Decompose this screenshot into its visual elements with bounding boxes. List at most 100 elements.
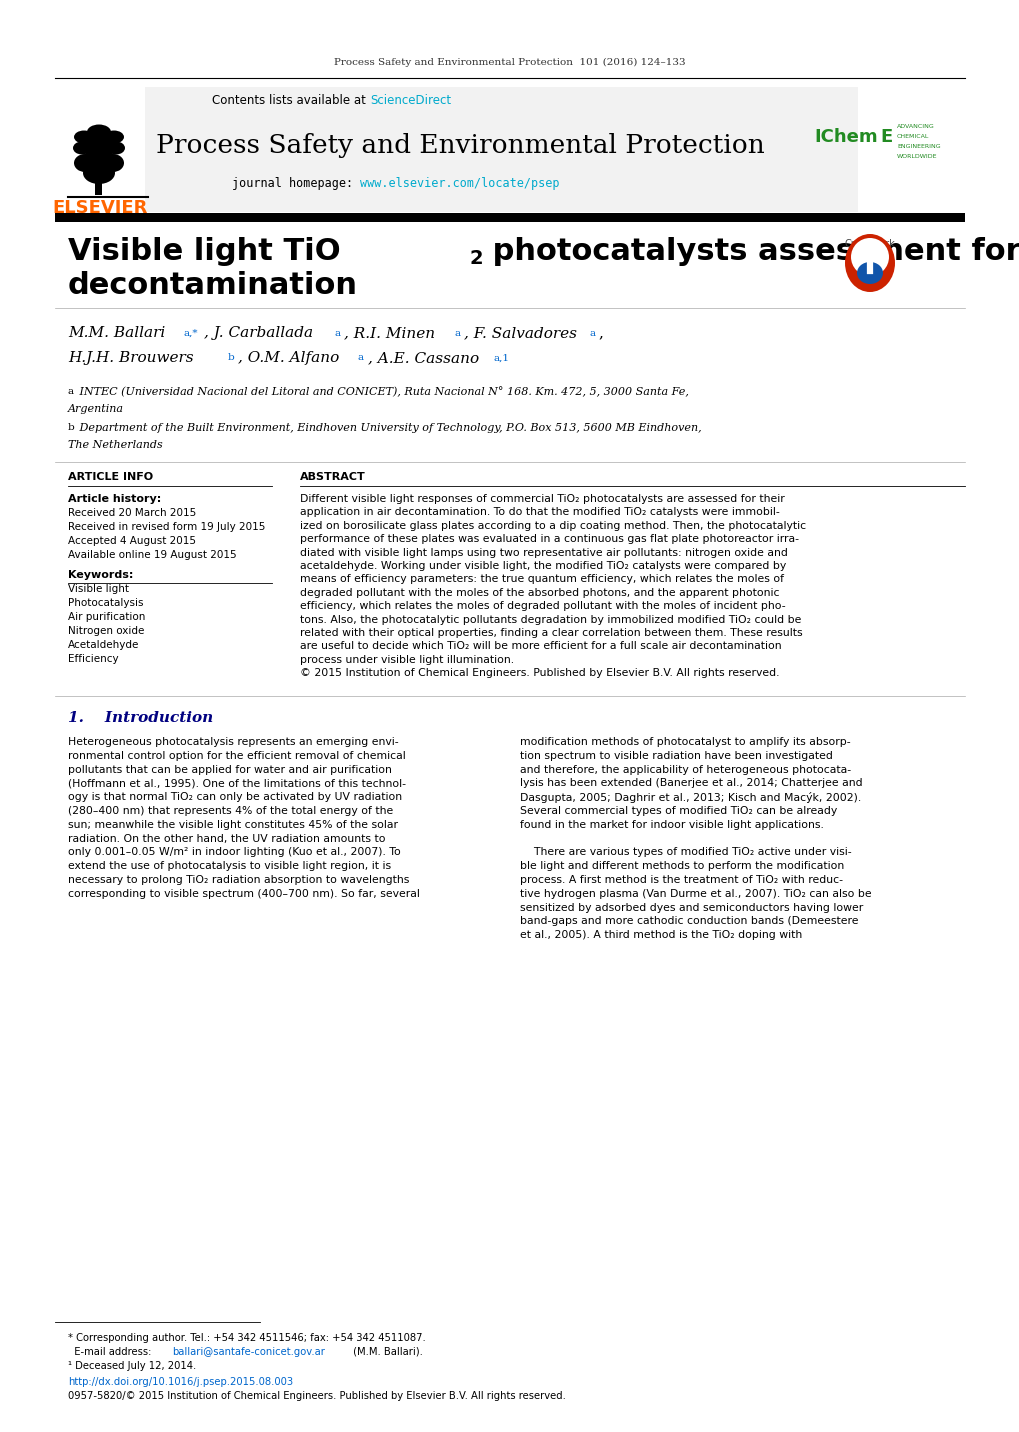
- Text: extend the use of photocatalysis to visible light region, it is: extend the use of photocatalysis to visi…: [68, 861, 390, 871]
- Text: Acetaldehyde: Acetaldehyde: [68, 640, 140, 650]
- Text: sun; meanwhile the visible light constitutes 45% of the solar: sun; meanwhile the visible light constit…: [68, 819, 397, 829]
- Text: Dasgupta, 2005; Daghrir et al., 2013; Kisch and Macýk, 2002).: Dasgupta, 2005; Daghrir et al., 2013; Ki…: [520, 792, 860, 803]
- Text: Visible light TiO: Visible light TiO: [68, 238, 340, 266]
- Text: decontamination: decontamination: [68, 272, 358, 301]
- Text: Received in revised form 19 July 2015: Received in revised form 19 July 2015: [68, 523, 265, 533]
- Text: Photocatalysis: Photocatalysis: [68, 599, 144, 609]
- Text: necessary to prolong TiO₂ radiation absorption to wavelengths: necessary to prolong TiO₂ radiation abso…: [68, 875, 409, 885]
- Text: www.elsevier.com/locate/psep: www.elsevier.com/locate/psep: [360, 176, 559, 189]
- Text: E: E: [879, 127, 892, 146]
- Text: photocatalysts assessment for air: photocatalysts assessment for air: [482, 238, 1019, 266]
- Text: Process Safety and Environmental Protection  101 (2016) 124–133: Process Safety and Environmental Protect…: [334, 57, 685, 66]
- Text: lysis has been extended (Banerjee et al., 2014; Chatterjee and: lysis has been extended (Banerjee et al.…: [520, 779, 862, 789]
- Text: ADVANCING: ADVANCING: [896, 123, 933, 129]
- Text: M.M. Ballari: M.M. Ballari: [68, 326, 165, 339]
- Text: found in the market for indoor visible light applications.: found in the market for indoor visible l…: [520, 819, 823, 829]
- Text: http://dx.doi.org/10.1016/j.psep.2015.08.003: http://dx.doi.org/10.1016/j.psep.2015.08…: [68, 1378, 292, 1388]
- Text: journal homepage:: journal homepage:: [231, 176, 360, 189]
- Text: b: b: [68, 424, 74, 432]
- Text: Air purification: Air purification: [68, 611, 146, 621]
- Bar: [55, 213, 964, 222]
- Text: sensitized by adsorbed dyes and semiconductors having lower: sensitized by adsorbed dyes and semicond…: [520, 902, 862, 912]
- Text: Keywords:: Keywords:: [68, 570, 133, 580]
- Text: Several commercial types of modified TiO₂ can be already: Several commercial types of modified TiO…: [520, 806, 837, 816]
- Text: Efficiency: Efficiency: [68, 654, 118, 664]
- Text: a: a: [589, 328, 595, 338]
- Text: WORLDWIDE: WORLDWIDE: [896, 153, 936, 159]
- Text: a: a: [454, 328, 461, 338]
- Ellipse shape: [850, 238, 889, 276]
- Text: tons. Also, the photocatalytic pollutants degradation by immobilized modified Ti: tons. Also, the photocatalytic pollutant…: [300, 614, 801, 624]
- Text: Heterogeneous photocatalysis represents an emerging envi-: Heterogeneous photocatalysis represents …: [68, 737, 398, 748]
- Text: ScienceDirect: ScienceDirect: [370, 93, 450, 106]
- Ellipse shape: [86, 135, 112, 150]
- Text: Contents lists available at: Contents lists available at: [212, 93, 370, 106]
- Text: process. A first method is the treatment of TiO₂ with reduc-: process. A first method is the treatment…: [520, 875, 842, 885]
- Ellipse shape: [107, 142, 125, 155]
- Text: a,*: a,*: [183, 328, 199, 338]
- Ellipse shape: [102, 155, 124, 172]
- Text: degraded pollutant with the moles of the absorbed photons, and the apparent phot: degraded pollutant with the moles of the…: [300, 587, 779, 597]
- Text: modification methods of photocatalyst to amplify its absorp-: modification methods of photocatalyst to…: [520, 737, 850, 748]
- Text: Visible light: Visible light: [68, 584, 128, 594]
- Bar: [95, 160, 102, 195]
- Ellipse shape: [74, 130, 94, 143]
- Text: Process Safety and Environmental Protection: Process Safety and Environmental Protect…: [156, 133, 763, 158]
- Text: Available online 19 August 2015: Available online 19 August 2015: [68, 550, 236, 560]
- Text: only 0.001–0.05 W/m² in indoor lighting (Kuo et al., 2007). To: only 0.001–0.05 W/m² in indoor lighting …: [68, 848, 400, 858]
- Text: ballari@santafe-conicet.gov.ar: ballari@santafe-conicet.gov.ar: [172, 1348, 325, 1358]
- Text: corresponding to visible spectrum (400–700 nm). So far, several: corresponding to visible spectrum (400–7…: [68, 889, 420, 899]
- Text: , A.E. Cassano: , A.E. Cassano: [368, 351, 479, 365]
- Text: a: a: [358, 354, 364, 362]
- Text: (280–400 nm) that represents 4% of the total energy of the: (280–400 nm) that represents 4% of the t…: [68, 806, 393, 816]
- Text: ARTICLE INFO: ARTICLE INFO: [68, 473, 153, 483]
- Text: a: a: [68, 388, 74, 397]
- Text: CHEMICAL: CHEMICAL: [896, 133, 928, 139]
- Text: ELSEVIER: ELSEVIER: [52, 199, 148, 218]
- Text: ogy is that normal TiO₂ can only be activated by UV radiation: ogy is that normal TiO₂ can only be acti…: [68, 792, 401, 802]
- Text: means of efficiency parameters: the true quantum efficiency, which relates the m: means of efficiency parameters: the true…: [300, 574, 784, 584]
- Text: * Corresponding author. Tel.: +54 342 4511546; fax: +54 342 4511087.: * Corresponding author. Tel.: +54 342 45…: [68, 1333, 425, 1343]
- Ellipse shape: [73, 142, 91, 155]
- Bar: [68, 87, 857, 212]
- Text: et al., 2005). A third method is the TiO₂ doping with: et al., 2005). A third method is the TiO…: [520, 931, 802, 941]
- Text: a,1: a,1: [493, 354, 510, 362]
- Text: a: a: [334, 328, 340, 338]
- Ellipse shape: [104, 130, 124, 143]
- Text: ble light and different methods to perform the modification: ble light and different methods to perfo…: [520, 861, 844, 871]
- Text: diated with visible light lamps using two representative air pollutants: nitroge: diated with visible light lamps using tw…: [300, 547, 787, 557]
- Text: The Netherlands: The Netherlands: [68, 440, 163, 450]
- Text: Nitrogen oxide: Nitrogen oxide: [68, 626, 145, 636]
- Text: b: b: [228, 354, 234, 362]
- Text: © 2015 Institution of Chemical Engineers. Published by Elsevier B.V. All rights : © 2015 Institution of Chemical Engineers…: [300, 669, 779, 679]
- Text: Article history:: Article history:: [68, 494, 161, 504]
- Ellipse shape: [856, 262, 882, 284]
- Text: band-gaps and more cathodic conduction bands (Demeestere: band-gaps and more cathodic conduction b…: [520, 916, 858, 927]
- Text: ized on borosilicate glass plates according to a dip coating method. Then, the p: ized on borosilicate glass plates accord…: [300, 521, 805, 531]
- Text: ABSTRACT: ABSTRACT: [300, 473, 366, 483]
- Text: are useful to decide which TiO₂ will be more efficient for a full scale air deco: are useful to decide which TiO₂ will be …: [300, 642, 781, 652]
- Text: ¹ Deceased July 12, 2014.: ¹ Deceased July 12, 2014.: [68, 1360, 196, 1370]
- Text: acetaldehyde. Working under visible light, the modified TiO₂ catalysts were comp: acetaldehyde. Working under visible ligh…: [300, 561, 786, 571]
- Text: (M.M. Ballari).: (M.M. Ballari).: [350, 1348, 423, 1358]
- Ellipse shape: [85, 147, 113, 163]
- Text: IChem: IChem: [813, 127, 877, 146]
- Text: process under visible light illumination.: process under visible light illumination…: [300, 654, 514, 664]
- Text: tion spectrum to visible radiation have been investigated: tion spectrum to visible radiation have …: [520, 750, 833, 760]
- Text: related with their optical properties, finding a clear correlation between them.: related with their optical properties, f…: [300, 629, 802, 639]
- Text: ronmental control option for the efficient removal of chemical: ronmental control option for the efficie…: [68, 750, 406, 760]
- Text: Different visible light responses of commercial TiO₂ photocatalysts are assessed: Different visible light responses of com…: [300, 494, 784, 504]
- Text: radiation. On the other hand, the UV radiation amounts to: radiation. On the other hand, the UV rad…: [68, 833, 385, 843]
- Text: There are various types of modified TiO₂ active under visi-: There are various types of modified TiO₂…: [520, 848, 851, 858]
- Text: , R.I. Minen: , R.I. Minen: [343, 326, 435, 339]
- Ellipse shape: [87, 125, 111, 139]
- Text: Department of the Built Environment, Eindhoven University of Technology, P.O. Bo: Department of the Built Environment, Ein…: [76, 422, 701, 432]
- Text: (Hoffmann et al., 1995). One of the limitations of this technol-: (Hoffmann et al., 1995). One of the limi…: [68, 779, 406, 789]
- Text: CrossMark: CrossMark: [844, 239, 895, 249]
- Text: pollutants that can be applied for water and air purification: pollutants that can be applied for water…: [68, 765, 391, 775]
- Text: 1.    Introduction: 1. Introduction: [68, 712, 213, 725]
- Text: Accepted 4 August 2015: Accepted 4 August 2015: [68, 536, 196, 546]
- Text: ,: ,: [597, 326, 602, 339]
- Text: 2: 2: [470, 249, 483, 268]
- Ellipse shape: [844, 233, 894, 292]
